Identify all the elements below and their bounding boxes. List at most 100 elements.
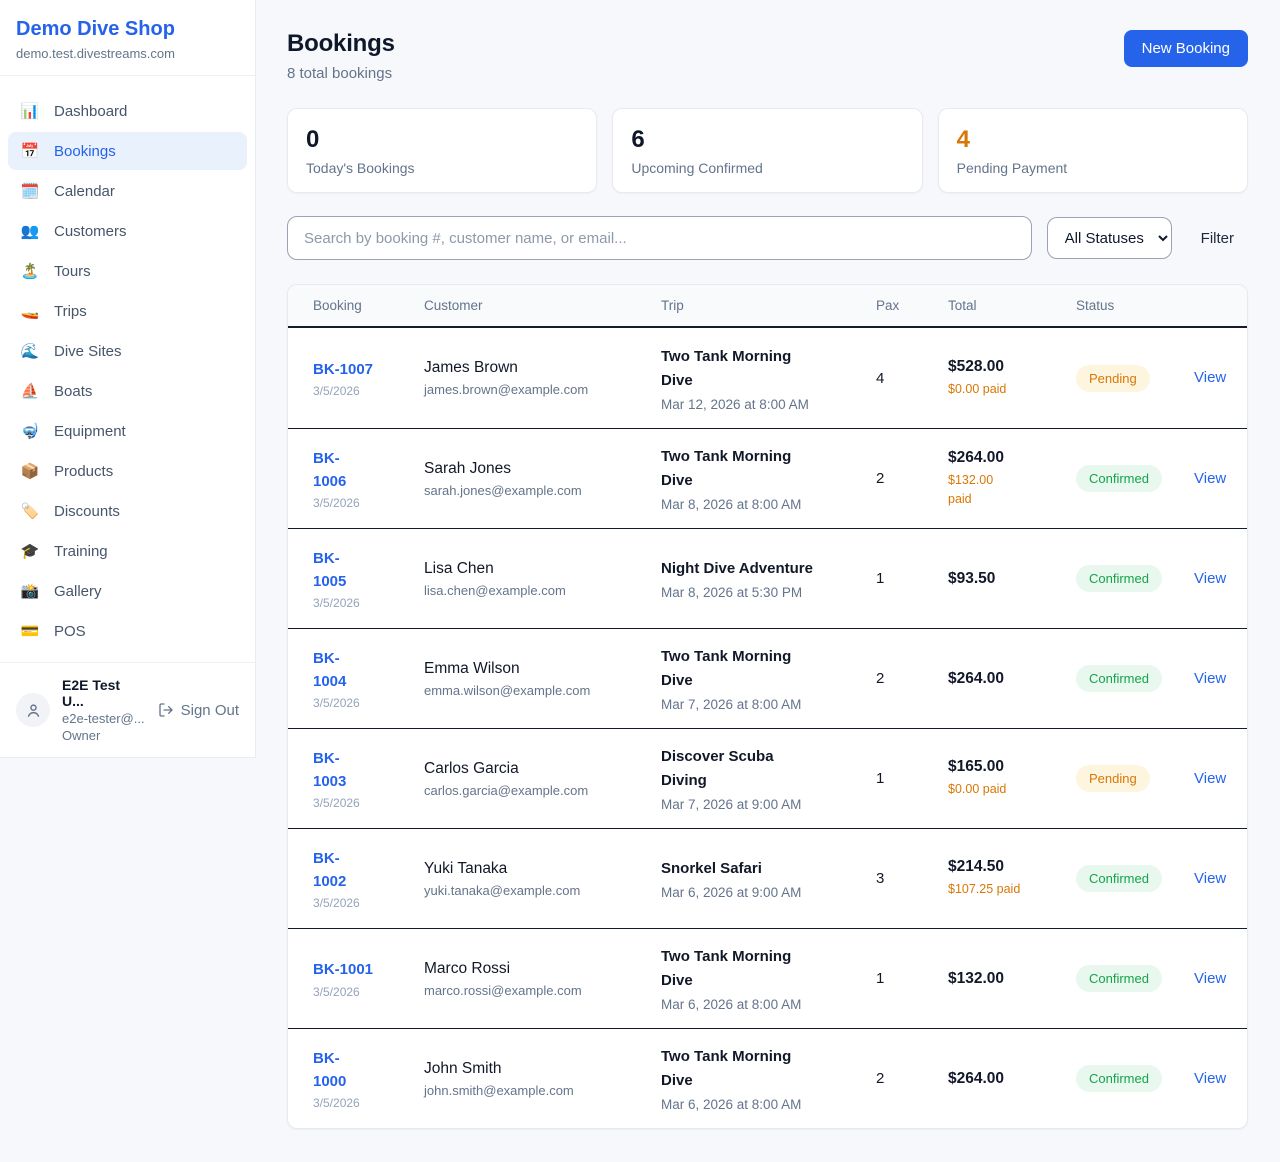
- view-cell: View: [1194, 570, 1240, 588]
- booking-cell: BK- 1000 3/5/2026: [313, 1047, 424, 1111]
- status-cell: Confirmed: [1076, 1065, 1194, 1092]
- booking-number-link[interactable]: BK- 1000: [313, 1049, 347, 1090]
- sidebar-item-label: Training: [54, 542, 108, 560]
- trip-cell: Snorkel Safari Mar 6, 2026 at 9:00 AM: [661, 857, 876, 900]
- page-header: Bookings 8 total bookings New Booking: [287, 30, 1248, 82]
- sidebar-item[interactable]: 📅 Bookings: [8, 132, 247, 170]
- booking-number-link[interactable]: BK-1001: [313, 961, 374, 979]
- total-amount: $165.00: [948, 758, 1005, 776]
- status-badge: Confirmed: [1076, 965, 1162, 992]
- total-amount: $264.00: [948, 1069, 1005, 1087]
- sidebar-item-label: Calendar: [54, 182, 115, 200]
- total-amount: $264.00: [948, 448, 1005, 466]
- sidebar-item[interactable]: ⛵ Boats: [8, 372, 247, 410]
- calendar-date-icon: 📅: [20, 143, 40, 160]
- sidebar-item[interactable]: 🏝️ Tours: [8, 252, 247, 290]
- trip-name: Night Dive Adventure: [661, 560, 813, 577]
- search-input[interactable]: [287, 216, 1032, 260]
- stat-card: 4 Pending Payment: [937, 108, 1248, 193]
- customer-cell: Yuki Tanaka yuki.tanaka@example.com: [424, 860, 661, 898]
- status-badge: Pending: [1076, 765, 1150, 792]
- stat-card: 0 Today's Bookings: [287, 108, 598, 193]
- status-cell: Pending: [1076, 765, 1194, 792]
- new-booking-button[interactable]: New Booking: [1123, 30, 1248, 67]
- sign-out-icon: [158, 703, 173, 717]
- sign-out-button[interactable]: Sign Out: [158, 702, 239, 719]
- table-row: BK-1001 3/5/2026 Marco Rossi marco.rossi…: [288, 928, 1247, 1028]
- customer-email: yuki.tanaka@example.com: [424, 882, 581, 898]
- pax-cell: 2: [876, 470, 885, 487]
- view-link[interactable]: View: [1194, 669, 1227, 687]
- diving-mask-icon: 🤿: [20, 423, 40, 440]
- status-filter-select[interactable]: All Statuses: [1046, 217, 1172, 259]
- sidebar-item[interactable]: 🚤 Trips: [8, 292, 247, 330]
- sidebar-item[interactable]: 📸 Gallery: [8, 572, 247, 610]
- stat-card: 6 Upcoming Confirmed: [612, 108, 923, 193]
- sidebar-item-label: Boats: [54, 382, 93, 400]
- sidebar-item[interactable]: 💳 POS: [8, 612, 247, 650]
- customer-email: carlos.garcia@example.com: [424, 782, 589, 798]
- booking-number-link[interactable]: BK- 1003: [313, 749, 347, 790]
- sidebar-item[interactable]: 📊 Dashboard: [8, 92, 247, 130]
- view-link[interactable]: View: [1194, 869, 1227, 887]
- view-cell: View: [1194, 1070, 1240, 1088]
- status-cell: Pending: [1076, 364, 1194, 392]
- trip-datetime: Mar 6, 2026 at 8:00 AM: [661, 1097, 802, 1112]
- total-cell: $165.00 $0.00 paid: [948, 758, 1076, 799]
- trip-cell: Two Tank Morning Dive Mar 6, 2026 at 8:0…: [661, 945, 876, 1012]
- booking-date: 3/5/2026: [313, 796, 360, 811]
- sidebar-item[interactable]: 🎓 Training: [8, 532, 247, 570]
- sidebar-item[interactable]: 🤿 Equipment: [8, 412, 247, 450]
- booking-number-link[interactable]: BK-1007: [313, 360, 374, 378]
- booking-date: 3/5/2026: [313, 984, 360, 999]
- view-link[interactable]: View: [1194, 469, 1227, 487]
- total-amount: $528.00: [948, 357, 1005, 375]
- total-cell: $214.50 $107.25 paid: [948, 858, 1076, 899]
- view-link[interactable]: View: [1194, 1069, 1227, 1087]
- sign-out-label: Sign Out: [180, 701, 239, 719]
- paid-amount: $132.00 paid: [948, 472, 994, 506]
- booking-date: 3/5/2026: [313, 596, 360, 611]
- filter-button[interactable]: Filter: [1187, 230, 1248, 247]
- view-link[interactable]: View: [1194, 369, 1227, 386]
- sidebar-item[interactable]: 👥 Customers: [8, 212, 247, 250]
- sidebar-item[interactable]: 🌊 Dive Sites: [8, 332, 247, 370]
- view-cell: View: [1194, 369, 1240, 387]
- view-link[interactable]: View: [1194, 769, 1227, 787]
- booking-number-link[interactable]: BK- 1004: [313, 649, 347, 690]
- customer-name: Emma Wilson: [424, 659, 520, 677]
- view-link[interactable]: View: [1194, 969, 1227, 987]
- stat-label: Pending Payment: [956, 160, 1068, 176]
- booking-number-link[interactable]: BK- 1006: [313, 449, 347, 490]
- booking-number-link[interactable]: BK- 1005: [313, 549, 347, 590]
- package-icon: 📦: [20, 463, 40, 480]
- trip-datetime: Mar 12, 2026 at 8:00 AM: [661, 396, 809, 412]
- customer-name: Sarah Jones: [424, 459, 512, 477]
- total-cell: $528.00 $0.00 paid: [948, 358, 1076, 399]
- total-cell: $132.00: [948, 970, 1076, 988]
- booking-number-link[interactable]: BK- 1002: [313, 849, 347, 890]
- filter-row: All Statuses Filter: [287, 216, 1248, 260]
- customer-cell: Carlos Garcia carlos.garcia@example.com: [424, 760, 661, 798]
- bookings-table: Booking Customer Trip Pax Total Status B…: [287, 284, 1248, 1129]
- booking-cell: BK- 1005 3/5/2026: [313, 547, 424, 611]
- column-header-booking: Booking: [313, 298, 362, 313]
- sidebar-item-label: Tours: [54, 262, 91, 280]
- customer-email: lisa.chen@example.com: [424, 582, 566, 598]
- status-badge: Confirmed: [1076, 865, 1162, 892]
- paid-amount: $107.25 paid: [948, 882, 1021, 897]
- sidebar-item-label: Dive Sites: [54, 342, 122, 360]
- status-badge: Confirmed: [1076, 565, 1162, 592]
- table-row: BK- 1003 3/5/2026 Carlos Garcia carlos.g…: [288, 728, 1247, 828]
- trip-datetime: Mar 7, 2026 at 8:00 AM: [661, 697, 802, 712]
- view-link[interactable]: View: [1194, 569, 1227, 587]
- customer-cell: Lisa Chen lisa.chen@example.com: [424, 560, 661, 598]
- sidebar-item[interactable]: 📦 Products: [8, 452, 247, 490]
- total-amount: $264.00: [948, 669, 1005, 687]
- customer-email: sarah.jones@example.com: [424, 482, 582, 498]
- trip-datetime: Mar 6, 2026 at 8:00 AM: [661, 997, 802, 1012]
- people-icon: 👥: [20, 223, 40, 240]
- paid-amount: $0.00 paid: [948, 381, 1007, 396]
- sidebar-item[interactable]: 🗓️ Calendar: [8, 172, 247, 210]
- sidebar-item[interactable]: 🏷️ Discounts: [8, 492, 247, 530]
